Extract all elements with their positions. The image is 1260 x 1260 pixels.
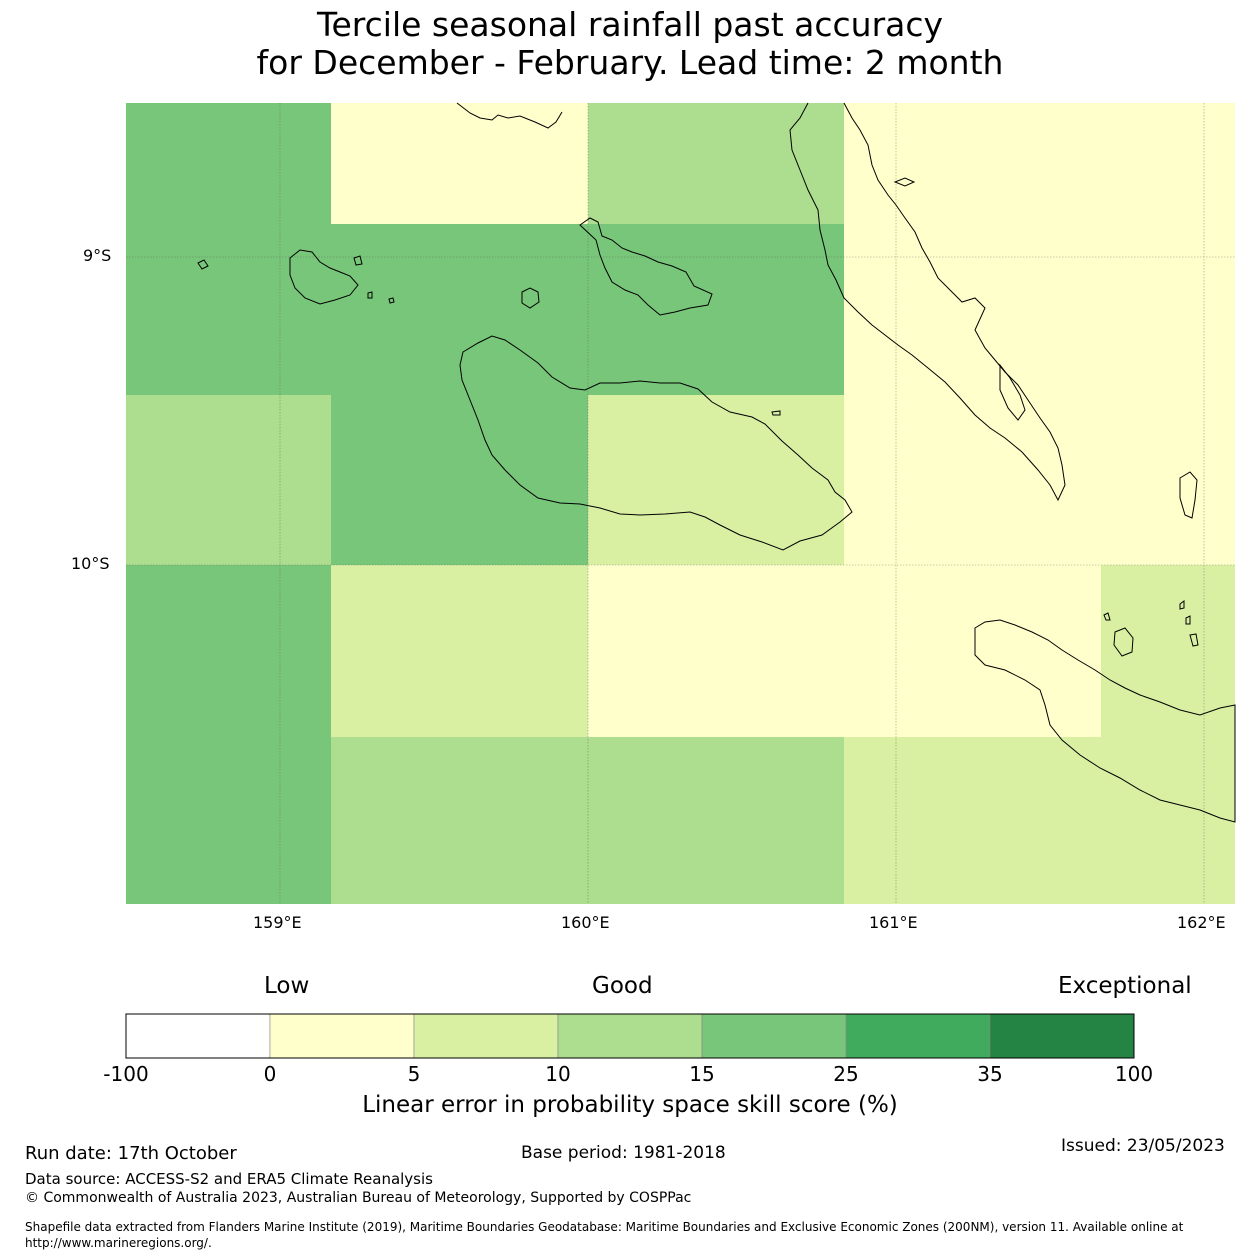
grid-cell: [331, 395, 588, 565]
colorbar-segment: [989, 1013, 1135, 1059]
data-source: Data source: ACCESS-S2 and ERA5 Climate …: [25, 1170, 433, 1188]
grid-cell: [844, 737, 1235, 904]
santa-isabel-coastline: [456, 102, 563, 129]
run-date: Run date: 17th October: [25, 1143, 237, 1164]
grid-cell: [126, 103, 331, 256]
colorbar-segment: [125, 1013, 271, 1059]
lon-label-160e: 160°E: [561, 913, 610, 932]
colorbar-tick-label: -100: [103, 1062, 149, 1086]
graticule: [126, 103, 1235, 904]
lon-label-161e: 161°E: [869, 913, 918, 932]
colorbar-border: [125, 1013, 1135, 1059]
skill-grid: [126, 103, 1235, 904]
colorbar-segment: [701, 1013, 847, 1059]
grid-cell: [331, 565, 588, 737]
colorbar-segment: [269, 1013, 415, 1059]
chart-title: Tercile seasonal rainfall past accuracy …: [0, 6, 1260, 82]
grid-cell: [331, 224, 844, 395]
skill-map: [126, 102, 1236, 904]
shapefile-credit-line-1: Shapefile data extracted from Flanders M…: [25, 1220, 1184, 1234]
islet-coastline: [197, 259, 209, 270]
title-line-2: for December - February. Lead time: 2 mo…: [256, 43, 1004, 82]
grid-cell: [588, 395, 844, 565]
grid-cell: [331, 103, 588, 224]
colorbar-tick-label: 0: [263, 1062, 277, 1086]
legend-low-label: Low: [264, 973, 310, 999]
colorbar-segment: [413, 1013, 559, 1059]
colorbar-tick-label: 5: [407, 1062, 421, 1086]
shapefile-credit-line-2: http://www.marineregions.org/.: [25, 1236, 212, 1250]
issued-date: Issued: 23/05/2023: [1061, 1136, 1225, 1156]
russell-islands-coastline: [289, 249, 359, 305]
colorbar-segment: [557, 1013, 703, 1059]
grid-cell: [126, 256, 331, 395]
islet-coastline: [1189, 633, 1199, 647]
islet-coastline: [1179, 600, 1185, 610]
grid-cell: [1101, 565, 1235, 737]
lat-label-9s: 9°S: [83, 246, 112, 265]
copyright: © Commonwealth of Australia 2023, Austra…: [25, 1190, 692, 1206]
ugi-island-coastline: [1113, 627, 1134, 657]
base-period: Base period: 1981-2018: [521, 1143, 726, 1163]
islet-coastline: [1179, 471, 1198, 519]
grid-cell: [126, 395, 331, 565]
florida-islands-coastline: [579, 217, 713, 316]
savo-island-coastline: [521, 287, 540, 309]
malaita-coastline: [789, 102, 1066, 502]
islet-coastline: [353, 255, 363, 266]
title-line-1: Tercile seasonal rainfall past accuracy: [316, 5, 944, 44]
grid-cell: [588, 565, 1101, 737]
colorbar: [125, 1013, 1135, 1059]
colorbar-tick-label: 10: [545, 1062, 571, 1086]
islet-coastline: [771, 410, 781, 416]
grid-cell: [331, 737, 844, 904]
guadalcanal-coastline: [459, 335, 853, 551]
grid-cell: [588, 103, 844, 224]
colorbar-tick-label: 35: [977, 1062, 1003, 1086]
lat-label-10s: 10°S: [71, 554, 110, 573]
lon-label-159e: 159°E: [253, 913, 302, 932]
islet-coastline: [388, 297, 395, 304]
colorbar-tick-label: 25: [833, 1062, 859, 1086]
colorbar-tick-label: 15: [689, 1062, 715, 1086]
lon-label-162e: 162°E: [1177, 913, 1226, 932]
islet-coastline: [367, 291, 373, 299]
colorbar-title: Linear error in probability space skill …: [362, 1092, 898, 1118]
makira-coastline: [974, 619, 1236, 823]
legend-good-label: Good: [592, 973, 653, 999]
islet-coastline: [1185, 615, 1191, 625]
grid-cell: [126, 565, 331, 904]
colorbar-tick-label: 100: [1114, 1062, 1154, 1086]
small-malaita-coastline: [999, 363, 1026, 421]
legend-exceptional-label: Exceptional: [1058, 973, 1192, 999]
colorbar-segment: [845, 1013, 991, 1059]
islet-coastline: [893, 177, 916, 187]
coastlines: [197, 102, 1236, 823]
islet-coastline: [1103, 612, 1111, 621]
